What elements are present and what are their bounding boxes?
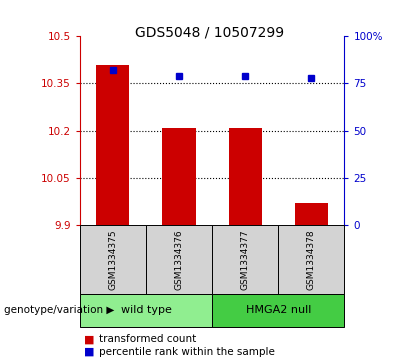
Text: GSM1334375: GSM1334375	[108, 229, 117, 290]
Bar	[163, 127, 196, 225]
Bar	[228, 127, 262, 225]
Bar	[295, 203, 328, 225]
Text: HMGA2 null: HMGA2 null	[246, 305, 311, 315]
Text: ■: ■	[84, 347, 94, 357]
Text: GDS5048 / 10507299: GDS5048 / 10507299	[135, 25, 285, 40]
Text: wild type: wild type	[121, 305, 171, 315]
Text: GSM1334376: GSM1334376	[175, 229, 184, 290]
Text: ■: ■	[84, 334, 94, 344]
Text: percentile rank within the sample: percentile rank within the sample	[99, 347, 275, 357]
Text: genotype/variation ▶: genotype/variation ▶	[4, 305, 115, 315]
Text: transformed count: transformed count	[99, 334, 196, 344]
Bar	[96, 65, 129, 225]
Text: GSM1334377: GSM1334377	[241, 229, 249, 290]
Text: GSM1334378: GSM1334378	[307, 229, 316, 290]
